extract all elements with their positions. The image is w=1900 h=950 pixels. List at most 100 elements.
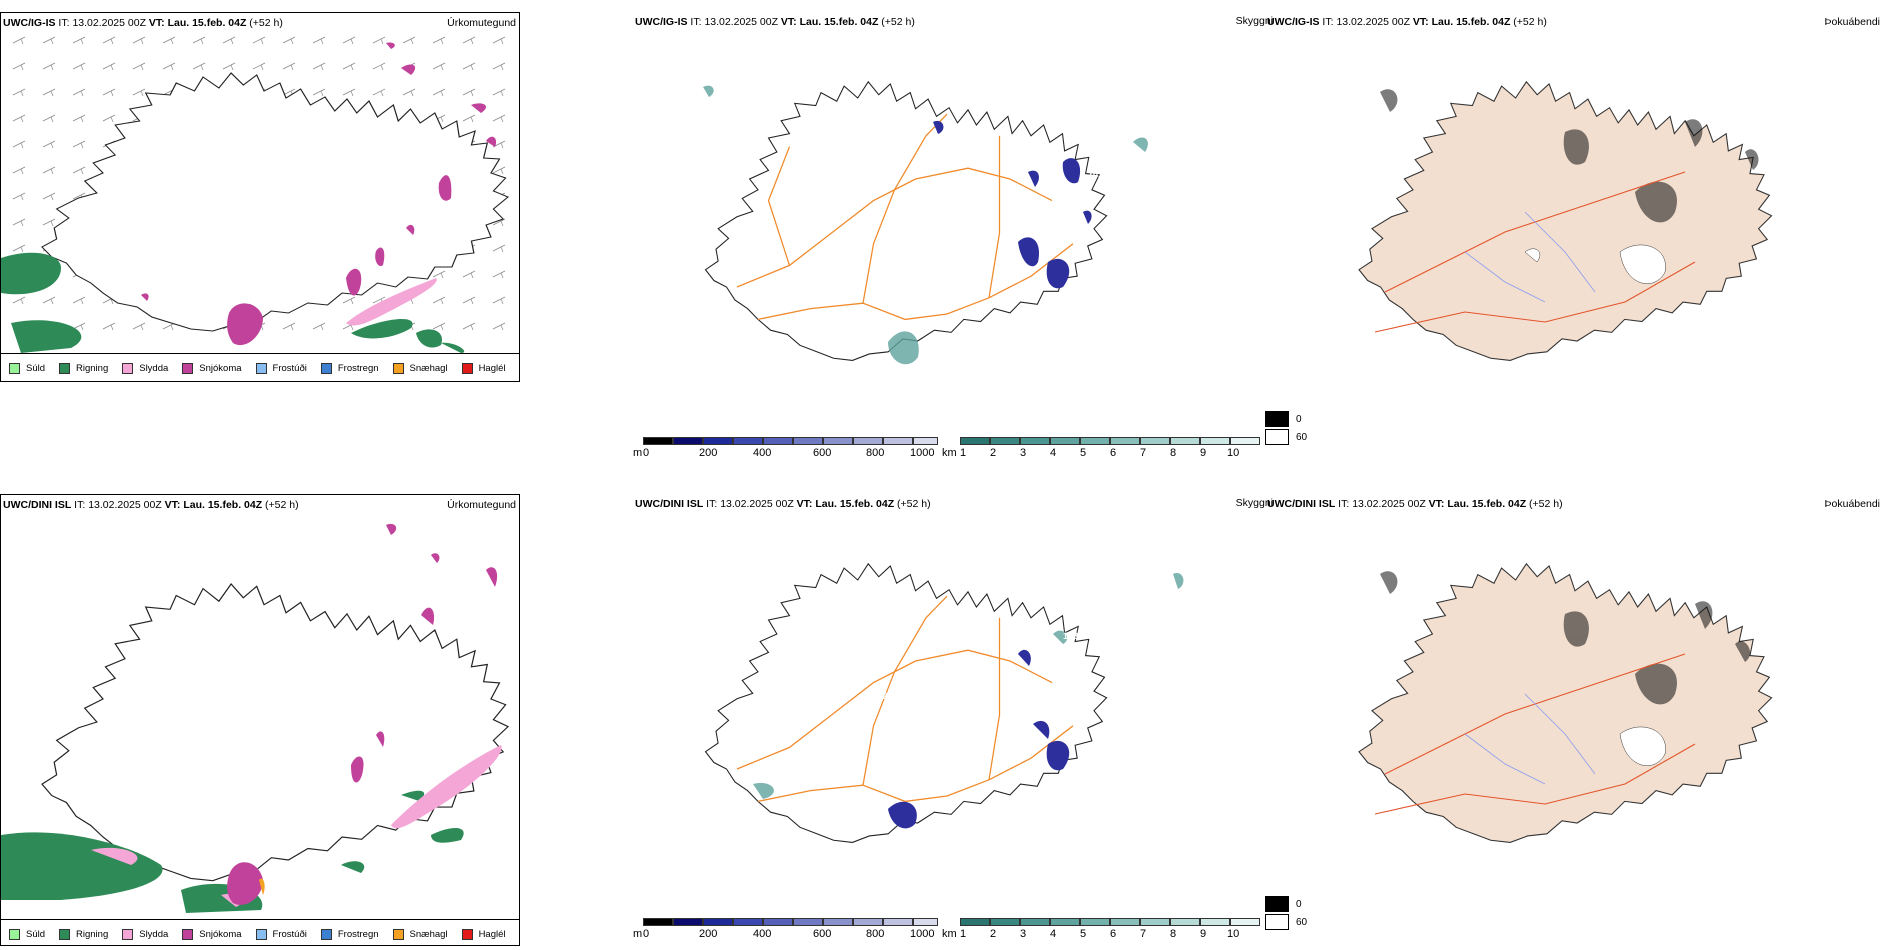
- wind-barb: [462, 88, 476, 97]
- lead-time: (+52 h): [265, 499, 299, 511]
- legend-swatch: [9, 928, 20, 940]
- it-value: 13.02.2025 00Z: [88, 499, 162, 511]
- wind-barb: [132, 36, 146, 45]
- fog-map-canvas: [1358, 563, 1773, 843]
- colorbar-tick: 7: [1140, 928, 1147, 940]
- visibility-values: 142 121 89 138 131 305 112 62 99 4 84 10: [873, 496, 1148, 721]
- wind-barb: [372, 62, 386, 71]
- lead-time: (+52 h): [1513, 16, 1547, 28]
- vt-value: Lau. 15.feb. 04Z: [1447, 498, 1527, 510]
- colorbar-tick: 8: [1170, 447, 1177, 459]
- colorbar-unit: m: [633, 928, 643, 940]
- colorbar-tick: 5: [1080, 928, 1087, 940]
- legend-item: Snjókoma: [182, 928, 242, 940]
- vis-label: 131: [1058, 661, 1073, 671]
- low-vis-areas: [933, 120, 1092, 289]
- fog-vis-areas: [703, 85, 1148, 365]
- visibility-colorbar: km 1 2 3 4 5 6 7 8 9 10: [942, 918, 1262, 942]
- wind-barb: [42, 166, 56, 175]
- legend-swatch: [320, 362, 332, 374]
- panel-title: Úrkomutegund: [447, 499, 516, 511]
- wind-barb: [12, 88, 26, 97]
- wind-barb: [72, 322, 86, 331]
- vt-label: VT:: [1428, 498, 1445, 510]
- wind-barb: [432, 88, 446, 97]
- wind-barb: [42, 62, 56, 71]
- vis-label: 89: [1091, 606, 1101, 616]
- model-name: UWC/DINI ISL: [635, 498, 704, 510]
- wind-barb: [342, 36, 356, 45]
- legend-item: Rigning: [59, 928, 108, 940]
- legend-swatch: [9, 362, 20, 374]
- vis-label: 112: [873, 691, 888, 701]
- colorbar-unit: m: [633, 447, 643, 459]
- precip-legend: Súld Rigning Slydda Snjókoma Frostúði Fr…: [1, 353, 519, 381]
- visibility-map-canvas: 142 121 89 138 131 305 112 62 99 4 84 10: [704, 496, 1184, 843]
- model-name: UWC/DINI ISL: [3, 499, 72, 511]
- wind-barb: [12, 244, 26, 253]
- legend-swatch: [1265, 896, 1289, 912]
- it-label: IT:: [706, 498, 718, 510]
- legend-swatch: [461, 362, 473, 374]
- wind-barb: [42, 218, 56, 227]
- wind-barb: [492, 322, 506, 331]
- wind-barb: [42, 140, 56, 149]
- vt-value: Lau. 15.feb. 04Z: [815, 498, 895, 510]
- panel-header: UWC/DINI ISL IT: 13.02.2025 00Z VT: Lau.…: [3, 499, 299, 511]
- legend-swatch: [1265, 914, 1289, 930]
- vis-label: 101: [1088, 169, 1103, 179]
- vis-label: 121: [1043, 566, 1058, 576]
- colorbar-tick: 4: [1050, 928, 1057, 940]
- lead-time: (+52 h): [897, 498, 931, 510]
- wind-barb: [462, 62, 476, 71]
- graupel-areas: [259, 878, 265, 895]
- wind-barb: [462, 114, 476, 123]
- it-label: IT:: [74, 499, 86, 511]
- wind-barb: [492, 166, 506, 175]
- legend-item: Snjókoma: [182, 362, 242, 374]
- wind-barb: [492, 296, 506, 305]
- panel-title: Þokuábendi: [1824, 498, 1880, 510]
- wind-barb: [102, 322, 116, 331]
- colorbar-tick: 3: [1020, 447, 1027, 459]
- road-network: [736, 113, 1074, 321]
- legend-item: Frostregn: [320, 928, 379, 940]
- legend-swatch: [392, 362, 404, 374]
- wind-barb: [462, 36, 476, 45]
- it-value: 13.02.2025 00Z: [704, 16, 778, 28]
- colorbar-tick: 400: [753, 447, 772, 459]
- colorbar-tick: 200: [699, 447, 718, 459]
- wind-barb: [492, 36, 506, 45]
- colorbar-tick: 4: [1050, 447, 1057, 459]
- road-network: [736, 595, 1074, 803]
- lead-time: (+52 h): [249, 17, 283, 29]
- colorbar-unit: km: [942, 928, 957, 940]
- wind-barb: [282, 36, 296, 45]
- wind-barb: [372, 88, 386, 97]
- wind-barb: [162, 36, 176, 45]
- legend-swatch: [1265, 429, 1289, 445]
- vis-label: 305: [895, 711, 910, 721]
- wind-barb: [492, 88, 506, 97]
- vt-value: Lau. 15.feb. 04Z: [183, 499, 263, 511]
- fog-legend: 0 60: [1265, 895, 1307, 931]
- vis-label: 84: [1073, 496, 1083, 506]
- colorbar-tick: 1000: [910, 928, 935, 940]
- visibility-values: 128 98 116 159 131 101 96 42 92 241 27 1…: [898, 139, 1158, 399]
- panel-title: Skyggni: [1235, 15, 1273, 27]
- wind-barb: [312, 88, 326, 97]
- wind-barb: [12, 114, 26, 123]
- wind-barb: [282, 62, 296, 71]
- model-name: UWC/IG-IS: [1267, 16, 1320, 28]
- legend-item: Súld: [9, 928, 45, 940]
- wind-barb: [72, 140, 86, 149]
- wind-barb: [342, 296, 356, 305]
- colorbar-tick: 9: [1200, 928, 1207, 940]
- wind-barb: [402, 36, 416, 45]
- wind-barb: [492, 62, 506, 71]
- legend-swatch: [461, 928, 473, 940]
- rain-areas: [1, 252, 465, 353]
- visibility-map-igis: UWC/IG-IS IT: 13.02.2025 00Z VT: Lau. 15…: [633, 12, 1273, 452]
- wind-barb: [102, 62, 116, 71]
- vis-label: 131: [898, 389, 913, 399]
